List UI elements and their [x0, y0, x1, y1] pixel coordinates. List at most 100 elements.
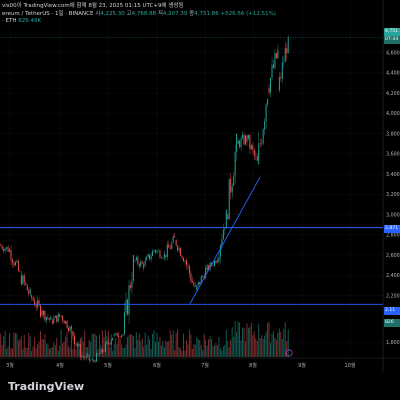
candle [91, 356, 93, 362]
volume-bar [274, 337, 276, 357]
candle [87, 352, 89, 359]
candle [212, 263, 214, 267]
time-label-5: 8월 [249, 362, 257, 369]
candle [11, 257, 13, 268]
candle [100, 348, 102, 354]
volume-bar [180, 348, 182, 357]
candle [272, 59, 274, 69]
volume-bar [258, 323, 260, 357]
candle [79, 340, 81, 361]
event-marker-icon[interactable] [285, 349, 293, 357]
time-label-3: 6월 [153, 362, 161, 369]
candle [97, 352, 99, 355]
candle [144, 256, 146, 267]
symbol-legend[interactable]: ereum / TetherUS · 1일 · BINANCE 시4,225.3… [2, 11, 276, 18]
volume-bar [212, 345, 214, 357]
volume-bar [278, 328, 280, 357]
candle [41, 309, 43, 318]
volume-bar [121, 344, 123, 357]
candle [93, 358, 95, 364]
volume-bar [239, 322, 241, 357]
volume-bar [246, 323, 248, 357]
candle [96, 351, 98, 363]
volume-bar [197, 339, 199, 357]
volume-bar [209, 336, 211, 357]
candle [25, 281, 27, 286]
candle [63, 319, 65, 324]
candle [69, 325, 71, 334]
candle [194, 282, 196, 288]
candle [104, 341, 106, 353]
candle [230, 173, 232, 199]
candle [28, 287, 30, 298]
candle [233, 171, 235, 187]
candle [256, 152, 258, 162]
volume-bar [227, 341, 229, 357]
volume-bar [91, 333, 93, 357]
candle [128, 279, 130, 324]
volume-bar [211, 339, 213, 357]
volume-bar [81, 336, 83, 357]
candle [62, 314, 64, 323]
price-tick-3: 4,000 [386, 111, 400, 117]
volume-bar [177, 329, 179, 357]
candle [255, 151, 257, 161]
candle [65, 320, 67, 325]
candle [225, 209, 227, 229]
candle [138, 262, 140, 269]
volume-bar [247, 328, 249, 357]
candle [19, 269, 21, 274]
volume-bar [69, 347, 71, 357]
volume-bar [159, 337, 161, 357]
candle [274, 48, 276, 70]
volume-bar [165, 340, 167, 357]
volume-bar [284, 322, 286, 357]
candle [283, 56, 285, 68]
time-label-4: 7월 [201, 362, 209, 369]
volume-bar [155, 342, 156, 357]
candle [38, 297, 40, 308]
candle [13, 260, 15, 269]
volume-label: · ETH [2, 18, 17, 24]
volume-bar [271, 333, 273, 357]
candle [17, 259, 19, 272]
close-value: 4,751.86 [194, 11, 219, 17]
volume-bar [264, 335, 266, 357]
candle [42, 310, 44, 319]
volume-bar [250, 322, 252, 357]
candle [240, 135, 242, 151]
volume-bar [224, 345, 226, 357]
candle [190, 270, 192, 284]
volume-bar [249, 327, 251, 357]
volume-bar [233, 336, 235, 357]
candle [53, 315, 55, 324]
volume-bar [50, 348, 52, 357]
candle [150, 252, 152, 263]
volume-legend[interactable]: · ETH 826.49K [2, 18, 41, 25]
candle [54, 315, 56, 319]
volume-bar [237, 321, 239, 357]
volume-bar [38, 341, 40, 357]
candle [202, 274, 204, 279]
volume-bar [146, 344, 148, 357]
candle [261, 139, 263, 147]
volume-bar [191, 348, 193, 357]
tradingview-logo[interactable]: TradingView [8, 380, 85, 393]
close-label: 종 [189, 11, 195, 17]
candle [222, 224, 224, 240]
volume-bar [184, 350, 186, 357]
volume-bar [240, 340, 242, 357]
candle [115, 333, 117, 336]
candle [275, 52, 277, 60]
volume-bar [174, 350, 176, 357]
candle [50, 315, 52, 320]
candle [185, 257, 187, 270]
volume-bar [259, 338, 261, 357]
volume-bar [281, 338, 283, 357]
volume-bar [51, 347, 53, 357]
volume-bar [183, 333, 185, 357]
candle [234, 144, 236, 184]
volume-bar [32, 346, 34, 357]
countdown-tag: 07:44 [384, 36, 400, 44]
